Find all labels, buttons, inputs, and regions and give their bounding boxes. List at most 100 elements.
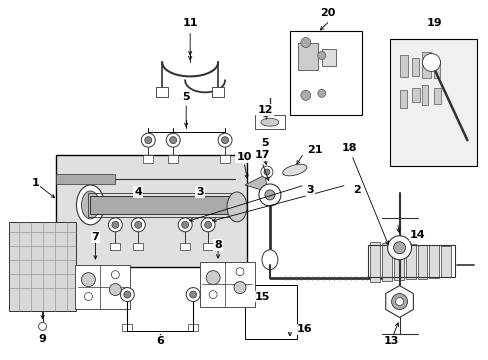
Circle shape: [393, 242, 405, 254]
Bar: [220, 155, 229, 163]
Bar: [188, 324, 198, 332]
Bar: [399, 90, 406, 108]
Circle shape: [182, 221, 188, 228]
Bar: [200, 262, 254, 306]
Bar: [110, 243, 120, 250]
Bar: [422, 53, 430, 78]
Text: 8: 8: [214, 240, 222, 250]
Ellipse shape: [282, 164, 306, 176]
Circle shape: [189, 291, 196, 298]
Text: 1: 1: [32, 178, 40, 188]
Bar: [9, 222, 76, 311]
Circle shape: [259, 184, 280, 206]
Bar: [393, 243, 403, 280]
Circle shape: [204, 221, 211, 228]
Bar: [203, 243, 213, 250]
Bar: [143, 155, 153, 163]
Bar: [411, 58, 418, 76]
Circle shape: [135, 221, 142, 228]
Ellipse shape: [262, 250, 277, 270]
Circle shape: [300, 37, 310, 48]
Bar: [433, 88, 441, 104]
Circle shape: [141, 133, 155, 147]
Text: 6: 6: [156, 336, 164, 346]
Text: 21: 21: [306, 145, 322, 155]
Bar: [389, 39, 476, 166]
Bar: [367, 245, 454, 276]
Text: 15: 15: [254, 292, 269, 302]
Text: 17: 17: [254, 150, 269, 160]
Bar: [381, 243, 391, 281]
Bar: [156, 87, 168, 97]
Text: 14: 14: [409, 230, 425, 240]
Bar: [411, 88, 419, 102]
Circle shape: [300, 90, 310, 100]
Text: 20: 20: [320, 8, 335, 18]
Bar: [180, 243, 190, 250]
Text: 11: 11: [182, 18, 198, 28]
Ellipse shape: [226, 192, 246, 222]
Ellipse shape: [81, 191, 99, 219]
Text: 16: 16: [296, 324, 312, 334]
Circle shape: [186, 288, 200, 302]
Circle shape: [112, 221, 119, 228]
Circle shape: [39, 323, 46, 330]
Circle shape: [218, 133, 232, 147]
Circle shape: [81, 273, 95, 287]
Circle shape: [120, 288, 134, 302]
Circle shape: [391, 293, 407, 310]
Bar: [297, 42, 317, 71]
Text: 12: 12: [257, 105, 272, 115]
Circle shape: [221, 137, 228, 144]
Circle shape: [264, 169, 269, 175]
Circle shape: [236, 268, 244, 276]
Bar: [90, 196, 235, 214]
Bar: [122, 324, 132, 332]
Text: 5: 5: [182, 92, 190, 102]
Bar: [405, 244, 415, 279]
Bar: [369, 242, 379, 282]
Ellipse shape: [261, 118, 278, 126]
Bar: [289, 31, 361, 115]
Circle shape: [317, 51, 325, 59]
Bar: [422, 85, 427, 105]
Text: 7: 7: [91, 232, 99, 242]
Bar: [133, 243, 143, 250]
Text: 10: 10: [236, 152, 251, 162]
Circle shape: [131, 218, 145, 232]
Circle shape: [123, 291, 131, 298]
Bar: [88, 193, 236, 217]
Circle shape: [108, 218, 122, 232]
Text: 4: 4: [134, 187, 142, 197]
Bar: [212, 87, 224, 97]
Circle shape: [144, 137, 151, 144]
Circle shape: [205, 271, 220, 285]
Circle shape: [166, 133, 180, 147]
Circle shape: [178, 218, 192, 232]
Text: 19: 19: [426, 18, 441, 28]
Bar: [399, 55, 407, 77]
Polygon shape: [385, 285, 412, 318]
Bar: [168, 155, 178, 163]
Text: 3: 3: [305, 185, 313, 195]
Bar: [254, 115, 285, 129]
Bar: [433, 60, 440, 78]
Circle shape: [317, 89, 325, 97]
Bar: [56, 174, 115, 184]
Circle shape: [264, 190, 274, 200]
Bar: [428, 246, 439, 278]
Polygon shape: [244, 175, 267, 192]
Circle shape: [395, 298, 403, 306]
Text: 13: 13: [383, 336, 399, 346]
Circle shape: [387, 236, 411, 260]
Bar: [56, 155, 246, 267]
Bar: [244, 285, 296, 339]
Circle shape: [201, 218, 215, 232]
Bar: [417, 245, 427, 279]
Circle shape: [111, 271, 119, 279]
Circle shape: [84, 293, 92, 301]
Circle shape: [169, 137, 176, 144]
Circle shape: [109, 284, 121, 296]
Text: 5: 5: [261, 138, 268, 148]
Text: 18: 18: [341, 143, 357, 153]
